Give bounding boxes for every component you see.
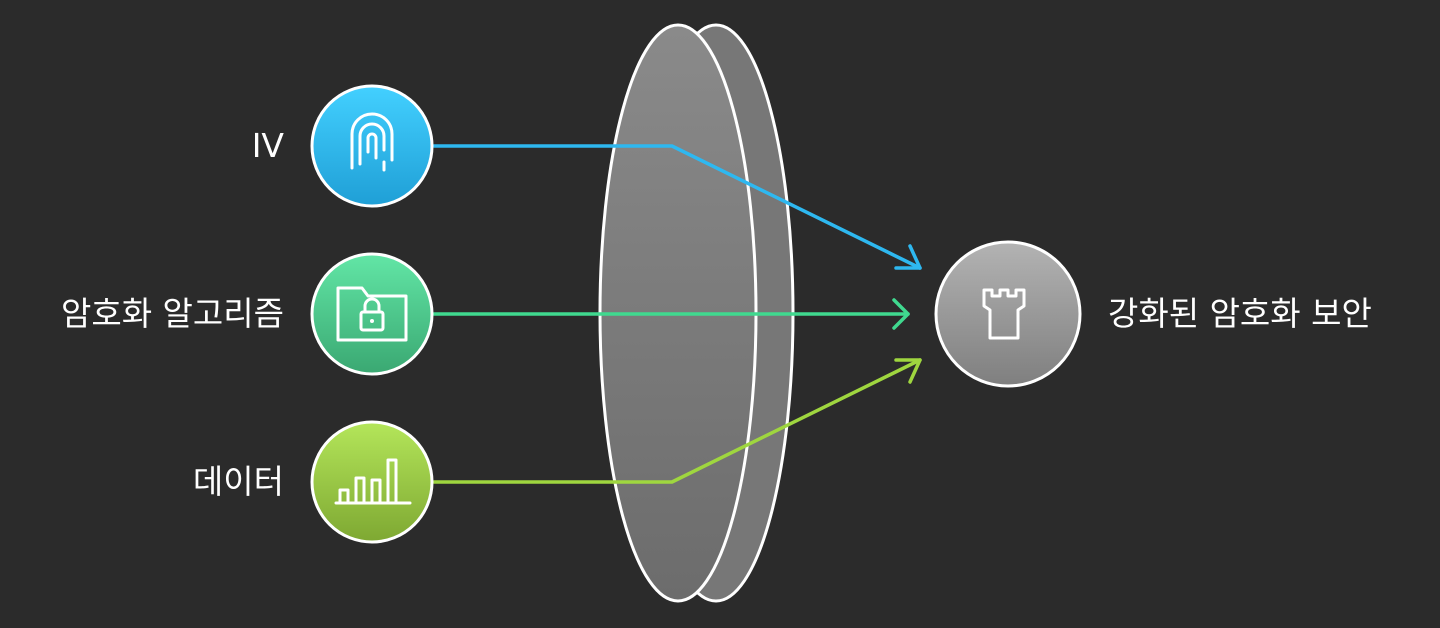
connector-data-arrowhead (894, 358, 922, 384)
castle-tower-icon (982, 288, 1026, 340)
locked-folder-icon (336, 286, 408, 342)
connector-algorithm (432, 298, 910, 330)
connector-iv-line (432, 144, 922, 270)
connector-algorithm-arrowhead (892, 298, 910, 330)
output-node (934, 240, 1082, 388)
algorithm-label: 암호화 알고리즘 (60, 294, 284, 333)
data-node (310, 420, 434, 544)
fingerprint-icon (350, 112, 394, 172)
connector-iv (432, 144, 922, 270)
iv-label: IV (251, 126, 284, 165)
algorithm-node (310, 252, 434, 376)
bar-chart-icon (334, 458, 412, 505)
connector-data-line (432, 358, 922, 484)
connector-iv-arrowhead (894, 244, 922, 270)
output-label: 강화된 암호화 보안 (1108, 294, 1372, 333)
connector-data (432, 358, 922, 484)
iv-node (310, 84, 434, 208)
data-label: 데이터 (192, 462, 284, 501)
